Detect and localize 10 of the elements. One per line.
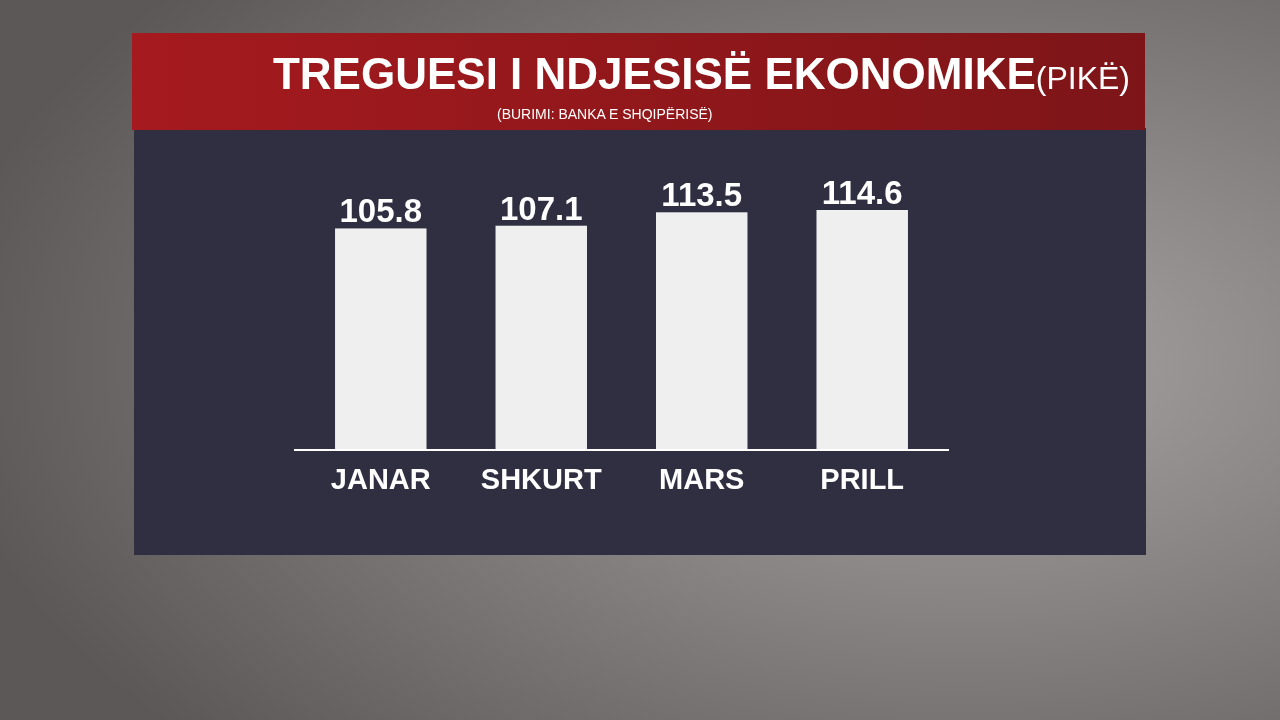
chart-title: TREGUESI I NDJESISË EKONOMIKE(PIKË) bbox=[272, 49, 1130, 98]
x-tick-label: SHKURT bbox=[480, 463, 602, 495]
data-label: 107.1 bbox=[499, 189, 583, 227]
x-tick-label: MARS bbox=[659, 463, 745, 495]
x-tick-label: JANAR bbox=[330, 463, 431, 495]
data-label: 114.6 bbox=[821, 174, 903, 211]
data-label: 113.5 bbox=[661, 176, 743, 214]
text: (BURIMI: BANKA E SHQIPËRISË) bbox=[497, 106, 713, 122]
data-label: 105.8 bbox=[339, 192, 423, 230]
x-tick-label: PRILL bbox=[820, 463, 905, 495]
